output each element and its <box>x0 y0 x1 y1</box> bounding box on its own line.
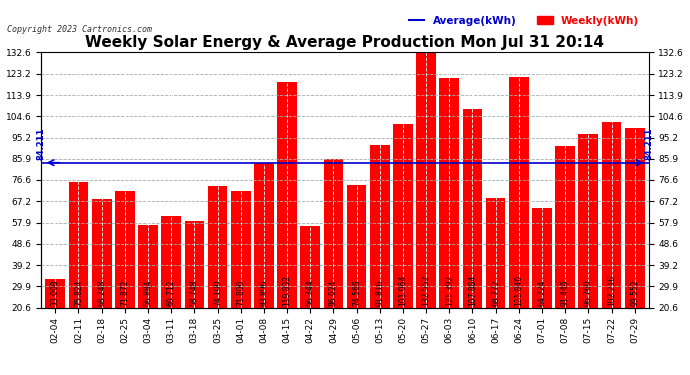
Bar <box>532 208 552 308</box>
Text: 33.008: 33.008 <box>51 280 60 306</box>
Text: 86.024: 86.024 <box>329 280 338 306</box>
Bar <box>440 78 459 308</box>
Legend: Average(kWh), Weekly(kWh): Average(kWh), Weekly(kWh) <box>404 12 643 30</box>
Title: Weekly Solar Energy & Average Production Mon Jul 31 20:14: Weekly Solar Energy & Average Production… <box>86 35 604 50</box>
Text: 58.748: 58.748 <box>190 280 199 306</box>
Text: 121.392: 121.392 <box>445 275 454 306</box>
Bar <box>92 199 112 308</box>
Bar <box>625 128 644 308</box>
Bar <box>68 182 88 308</box>
Bar <box>602 122 622 308</box>
Bar <box>231 191 250 308</box>
Bar <box>416 53 436 308</box>
Text: 99.552: 99.552 <box>630 280 639 306</box>
Text: 101.064: 101.064 <box>398 275 407 306</box>
Text: 102.216: 102.216 <box>607 275 616 306</box>
Bar <box>393 124 413 308</box>
Text: 68.248: 68.248 <box>97 280 106 306</box>
Bar <box>486 198 506 308</box>
Bar <box>184 220 204 308</box>
Text: 84.211: 84.211 <box>644 128 653 160</box>
Text: 74.100: 74.100 <box>213 280 222 306</box>
Bar <box>46 279 65 308</box>
Text: 91.816: 91.816 <box>375 280 384 306</box>
Text: 107.884: 107.884 <box>468 275 477 306</box>
Bar <box>555 146 575 308</box>
Bar <box>300 226 320 308</box>
Text: 91.448: 91.448 <box>561 280 570 306</box>
Text: Copyright 2023 Cartronics.com: Copyright 2023 Cartronics.com <box>7 25 152 34</box>
Bar <box>208 186 228 308</box>
Bar <box>462 109 482 308</box>
Bar <box>370 146 390 308</box>
Text: 71.872: 71.872 <box>120 280 129 306</box>
Bar <box>277 82 297 308</box>
Bar <box>254 164 274 308</box>
Text: 121.840: 121.840 <box>514 275 523 306</box>
Text: 64.224: 64.224 <box>538 280 546 306</box>
Text: 74.568: 74.568 <box>352 280 361 306</box>
Bar <box>115 191 135 308</box>
Text: 75.824: 75.824 <box>74 280 83 306</box>
Text: 83.896: 83.896 <box>259 280 268 306</box>
Text: 56.884: 56.884 <box>144 280 152 306</box>
Text: 71.800: 71.800 <box>236 280 245 306</box>
Text: 119.832: 119.832 <box>283 275 292 306</box>
Bar <box>138 225 158 308</box>
Text: 68.772: 68.772 <box>491 280 500 306</box>
Bar <box>324 159 343 308</box>
Bar <box>347 184 366 308</box>
Text: 132.552: 132.552 <box>422 275 431 306</box>
Text: 56.344: 56.344 <box>306 280 315 306</box>
Text: 60.712: 60.712 <box>167 280 176 306</box>
Bar <box>578 134 598 308</box>
Bar <box>509 77 529 308</box>
Bar <box>161 216 181 308</box>
Text: 84.211: 84.211 <box>37 128 46 160</box>
Text: 96.760: 96.760 <box>584 280 593 306</box>
